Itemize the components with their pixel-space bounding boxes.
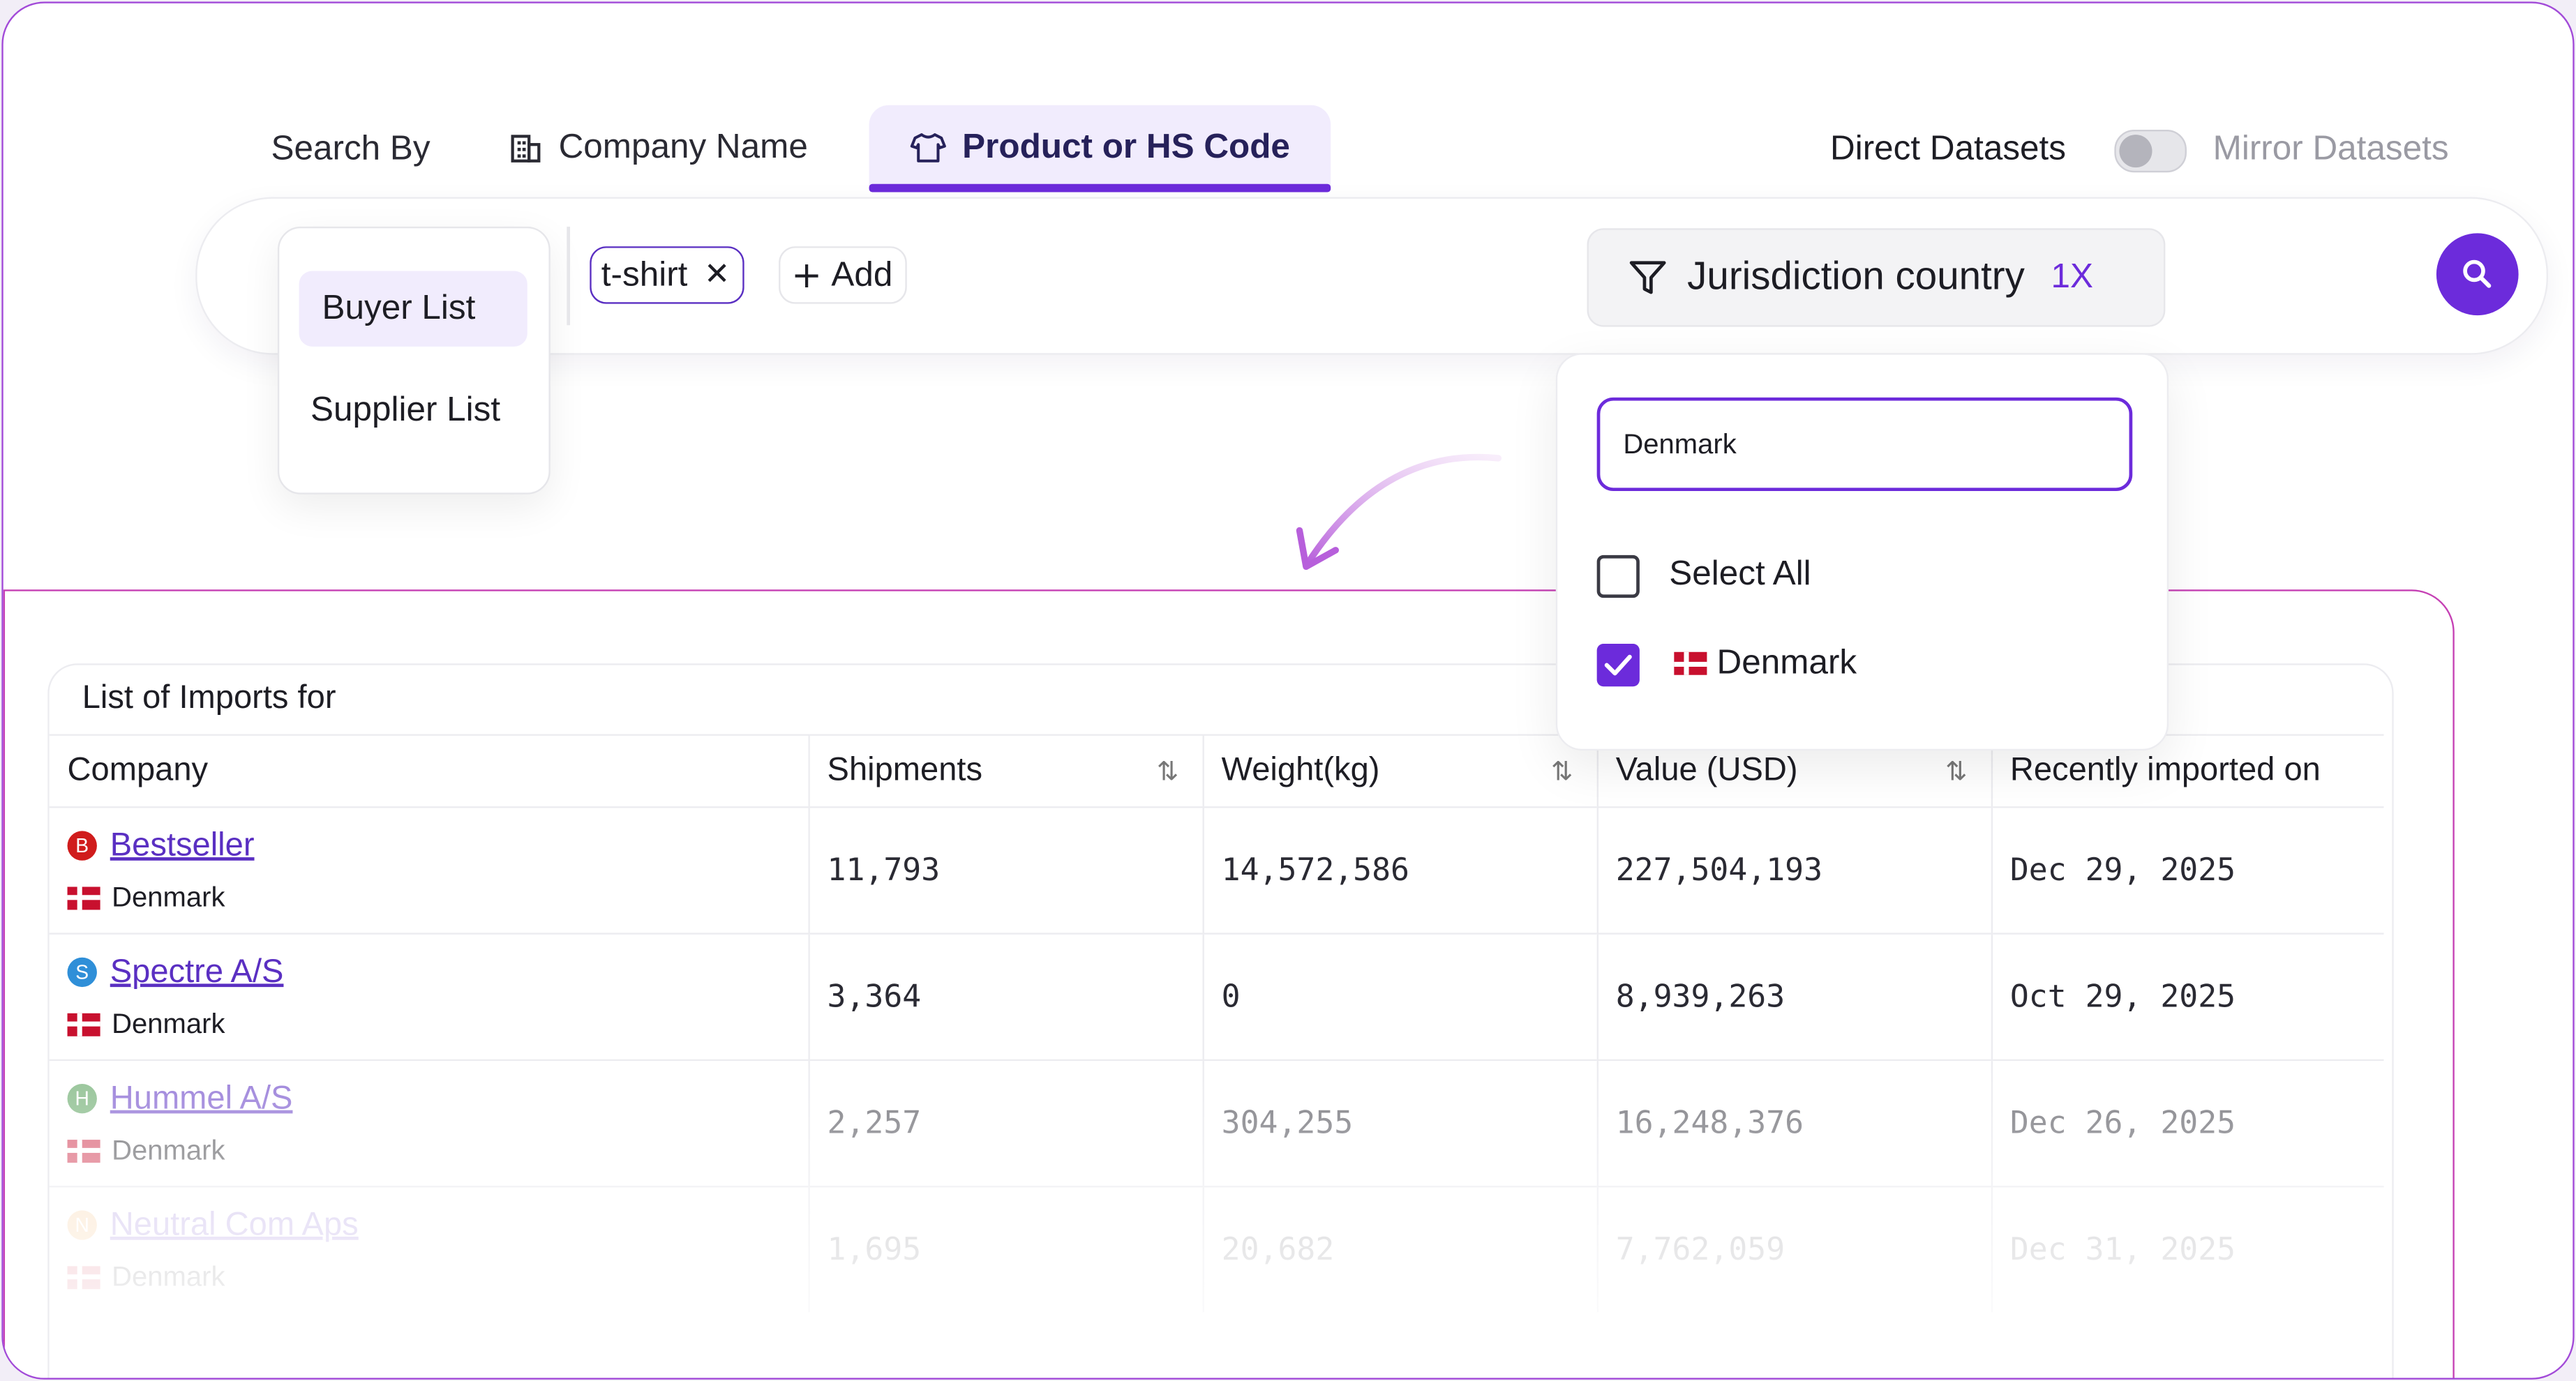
supplier-list-option[interactable]: Supplier List	[310, 391, 501, 429]
curved-arrow-icon	[1296, 453, 1502, 571]
table-header-row: Company Shipments ⇅ Weight(kg) ⇅ Value (US…	[49, 734, 2384, 808]
table-fade-overlay	[49, 1054, 2384, 1378]
value-cell: 227,504,193	[1596, 806, 1992, 934]
tab-product-hs-code[interactable]: Product or HS Code	[869, 105, 1331, 191]
search-by-label: Search By	[271, 130, 430, 168]
column-header-label: Value (USD)	[1615, 752, 1798, 789]
company-line: B Bestseller	[67, 827, 790, 865]
denmark-flag-icon	[67, 1012, 100, 1036]
select-all-label[interactable]: Select All	[1669, 554, 1811, 594]
search-divider	[567, 226, 569, 326]
company-name-link[interactable]: Bestseller	[110, 827, 255, 863]
chip-label: t-shirt	[601, 255, 688, 294]
denmark-checkbox[interactable]	[1596, 644, 1640, 687]
column-header-weight[interactable]: Weight(kg) ⇅	[1202, 734, 1598, 808]
filter-icon	[1629, 261, 1666, 294]
company-cell: S Spectre A/S Denmark	[49, 933, 809, 1060]
filter-label: Jurisdiction country	[1687, 254, 2025, 299]
date-cell: Dec 29, 2025	[1991, 806, 2384, 934]
date-cell: Oct 29, 2025	[1991, 933, 2384, 1060]
search-button[interactable]	[2436, 233, 2519, 316]
toggle-knob	[2119, 135, 2152, 168]
filter-count-badge: 1X	[2051, 257, 2094, 296]
country-label: Denmark	[112, 1007, 225, 1039]
column-header-label: Company	[67, 752, 209, 789]
company-country: Denmark	[67, 881, 790, 914]
denmark-flag-icon	[1674, 651, 1707, 675]
column-header-label: Recently imported on	[2009, 752, 2321, 789]
tab-product-hs-code-label: Product or HS Code	[962, 128, 1290, 166]
denmark-option[interactable]: Denmark	[1674, 644, 1857, 684]
sort-icon[interactable]: ⇅	[1550, 758, 1573, 787]
close-icon[interactable]: ✕	[703, 257, 731, 293]
column-header-company: Company	[49, 734, 809, 808]
denmark-flag-icon	[67, 886, 100, 910]
tab-company-name-label: Company Name	[558, 128, 808, 166]
weight-cell: 0	[1202, 933, 1598, 1060]
building-icon	[511, 135, 541, 163]
weight-cell: 14,572,586	[1202, 806, 1598, 934]
column-header-label: Shipments	[827, 752, 983, 789]
select-all-checkbox[interactable]	[1596, 554, 1640, 598]
keyword-chip: t-shirt ✕	[590, 246, 745, 304]
table-row: B Bestseller Denmark 11,793 14,572,586 227,50…	[49, 806, 2384, 934]
company-country: Denmark	[67, 1007, 790, 1041]
dataset-toggle[interactable]	[2114, 130, 2187, 173]
mirror-datasets-label: Mirror Datasets	[2212, 130, 2449, 168]
company-line: S Spectre A/S	[67, 953, 790, 991]
add-label: Add	[831, 255, 893, 294]
add-keyword-button[interactable]: Add	[779, 246, 908, 304]
denmark-option-label: Denmark	[1716, 644, 1857, 682]
country-search-input[interactable]	[1596, 397, 2133, 492]
company-avatar: S	[67, 957, 97, 988]
shipments-cell: 11,793	[808, 806, 1204, 934]
direct-datasets-label: Direct Datasets	[1830, 130, 2067, 168]
buyer-list-option[interactable]: Buyer List	[299, 271, 527, 347]
company-name-link[interactable]: Spectre A/S	[110, 953, 284, 990]
column-header-label: Weight(kg)	[1221, 752, 1380, 789]
column-header-shipments[interactable]: Shipments ⇅	[808, 734, 1204, 808]
jurisdiction-filter-button[interactable]: Jurisdiction country 1X	[1587, 228, 2166, 327]
active-tab-indicator	[869, 183, 1331, 193]
table-row: S Spectre A/S Denmark 3,364 0 8,939,263 Oct 29…	[49, 933, 2384, 1060]
company-avatar: B	[67, 831, 97, 861]
plus-icon	[795, 263, 818, 287]
table-title: List of Imports for	[82, 679, 336, 716]
list-type-selector	[277, 226, 551, 495]
sort-icon[interactable]: ⇅	[1945, 758, 1968, 787]
checkmark-icon	[1604, 654, 1632, 676]
search-icon	[2463, 259, 2492, 288]
value-cell: 8,939,263	[1596, 933, 1992, 1060]
sort-icon[interactable]: ⇅	[1156, 758, 1179, 787]
shipments-cell: 3,364	[808, 933, 1204, 1060]
company-cell: B Bestseller Denmark	[49, 806, 809, 934]
country-label: Denmark	[112, 881, 225, 912]
tab-company-name[interactable]: Company Name	[509, 105, 808, 190]
tshirt-icon	[910, 133, 946, 163]
